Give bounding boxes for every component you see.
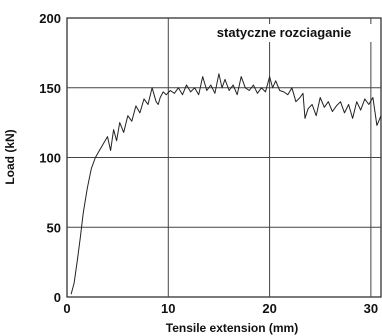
- y-tick-label: 0: [54, 290, 61, 305]
- x-tick-label: 30: [364, 301, 378, 316]
- x-tick-label: 20: [262, 301, 276, 316]
- x-tick-label: 0: [63, 301, 70, 316]
- x-axis-title: Tensile extension (mm): [166, 321, 298, 335]
- chart-title-group: statyczne rozciaganie: [192, 24, 377, 42]
- series-line: [70, 73, 382, 295]
- chart-title: statyczne rozciaganie: [217, 25, 351, 40]
- y-tick-label: 100: [39, 151, 61, 166]
- x-tick-label: 10: [161, 301, 175, 316]
- y-tick-label: 150: [39, 81, 61, 96]
- y-grid: [67, 87, 381, 228]
- y-axis-title: Load (kN): [3, 129, 17, 184]
- x-tick-labels: 0 10 20 30: [63, 301, 378, 316]
- y-tick-labels: 0 50 100 150 200: [39, 11, 61, 305]
- title-background: [192, 24, 377, 42]
- plot-area: [66, 17, 382, 298]
- x-grid: [167, 18, 372, 297]
- series-group: [70, 73, 382, 295]
- y-tick-label: 50: [47, 220, 61, 235]
- y-tick-label: 200: [39, 11, 61, 26]
